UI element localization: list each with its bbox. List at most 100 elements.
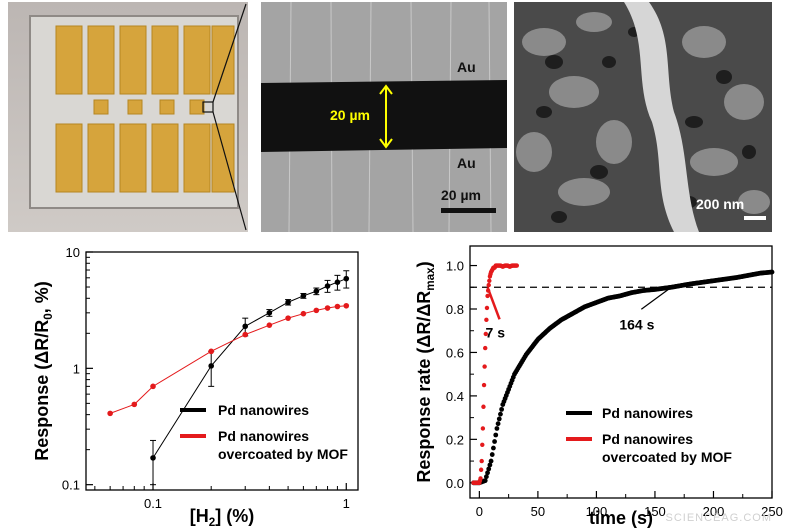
left-x-tick-label: 1 — [343, 496, 350, 511]
left-data-point — [266, 310, 273, 316]
right-black-point — [487, 462, 493, 468]
scale-label: 20 µm — [441, 187, 481, 203]
left-data-point — [242, 323, 249, 330]
right-legend-label: overcoated by MOF — [602, 449, 732, 465]
right-y-axis-label: Response rate (ΔR/ΔRmax) — [414, 261, 437, 482]
right-red-point — [487, 278, 492, 283]
right-red-point — [482, 364, 487, 369]
left-data-point — [266, 322, 273, 328]
right-red-point — [478, 467, 484, 472]
response-rate-vs-time-chart: 0 50 100 150 200 250 0.0 0.2 0.4 0.6 0.8 1.0 7 s 164… — [414, 245, 783, 528]
left-data-point — [343, 302, 350, 309]
sem-gap-image: Au Au 20 µm 20 µm — [261, 2, 507, 232]
left-data-point — [242, 331, 249, 338]
left-x-axis-label: [H2] (%) — [190, 506, 255, 529]
left-data-point — [150, 383, 156, 390]
left-data-point — [131, 401, 138, 408]
right-legend: Pd nanowires Pd nanowires overcoated by MO… — [566, 405, 732, 465]
right-black-point — [496, 416, 502, 422]
sem-mof-image: 200 nm — [514, 2, 772, 232]
sem2-scale-bar — [744, 216, 766, 220]
left-data-point — [285, 299, 291, 306]
left-data-point — [334, 303, 341, 310]
right-x-tick-label: 150 — [644, 504, 666, 519]
left-y-tick-label: 0.1 — [62, 478, 80, 493]
left-data-point — [208, 348, 214, 355]
annotation-164s-label: 164 s — [619, 316, 654, 332]
right-black-point — [492, 439, 497, 444]
right-x-tick-label: 50 — [531, 504, 545, 519]
sem2-scale-label: 200 nm — [696, 196, 744, 212]
gap-width-label: 20 µm — [330, 107, 370, 123]
right-plot-series — [471, 263, 775, 486]
left-legend-label: overcoated by MOF — [218, 446, 348, 462]
right-legend-label: Pd nanowires — [602, 405, 693, 421]
right-red-point — [481, 404, 486, 409]
left-series-line — [109, 305, 347, 414]
right-red-point — [478, 476, 483, 481]
right-black-point — [494, 426, 500, 431]
au-top-label: Au — [457, 59, 476, 75]
right-black-point — [489, 452, 495, 457]
right-axis-ticks: 0 50 100 150 200 250 0.0 0.2 0.4 0.6 0.8 1.0 — [446, 259, 783, 519]
right-black-point — [488, 458, 494, 464]
zoom-box — [202, 101, 214, 113]
right-black-point — [485, 470, 490, 476]
au-bottom-label: Au — [457, 155, 476, 171]
right-red-point — [486, 282, 491, 288]
device-photo — [8, 2, 248, 232]
annotation-7s-label: 7 s — [486, 324, 506, 340]
right-black-point — [769, 269, 775, 275]
right-red-point — [485, 293, 490, 299]
gold-electrodes — [55, 25, 235, 193]
right-y-tick-label: 1.0 — [446, 259, 464, 274]
right-black-point — [482, 478, 488, 484]
right-x-axis-label: time (s) — [589, 508, 653, 528]
right-y-tick-label: 0.4 — [446, 389, 464, 404]
left-data-point — [300, 293, 307, 299]
right-y-tick-label: 0.0 — [446, 476, 464, 491]
watermark: SCIENCEAG.COM — [665, 512, 772, 524]
right-red-point — [483, 345, 488, 351]
right-legend-label: Pd nanowires — [602, 431, 693, 447]
left-data-point — [343, 275, 350, 282]
left-data-point — [334, 279, 341, 286]
left-x-tick-label: 0.1 — [144, 496, 162, 511]
right-black-point — [483, 474, 489, 480]
left-data-point — [107, 410, 113, 417]
right-black-point — [491, 445, 496, 451]
left-plot-frame — [85, 251, 359, 491]
right-y-tick-label: 0.2 — [446, 432, 464, 447]
left-legend: Pd nanowires Pd nanowires overcoated by MO… — [180, 402, 348, 462]
wire-ridge — [624, 2, 699, 232]
right-red-point — [514, 263, 520, 268]
left-series-line — [152, 278, 347, 459]
right-y-tick-label: 0.8 — [446, 302, 464, 317]
right-black-point — [493, 432, 499, 438]
right-x-tick-label: 250 — [761, 504, 783, 519]
right-black-point — [495, 421, 501, 427]
right-annotations: 7 s 164 s — [486, 286, 672, 340]
left-y-tick-label: 10 — [66, 245, 80, 260]
annotation-164s-pointer — [640, 286, 672, 310]
left-data-point — [313, 288, 320, 295]
left-data-point — [324, 305, 331, 311]
right-red-point — [484, 305, 490, 311]
left-data-point — [300, 310, 307, 317]
right-red-point — [483, 331, 489, 337]
left-y-tick-label: 1 — [73, 361, 80, 376]
right-red-point — [479, 458, 484, 464]
left-data-point — [208, 363, 214, 369]
sem-mof-drawing: 200 nm — [514, 2, 772, 232]
right-red-point — [484, 317, 489, 323]
right-plot-frame — [469, 245, 773, 499]
right-red-point — [480, 426, 486, 431]
left-data-point — [313, 307, 320, 314]
left-data-point — [324, 283, 331, 289]
right-y-tick-label: 0.6 — [446, 345, 464, 360]
left-legend-label: Pd nanowires — [218, 402, 309, 418]
right-black-point — [486, 466, 492, 472]
left-data-point — [150, 455, 156, 461]
left-axis-ticks: 0.1 1 0.1 1 10 — [62, 245, 350, 511]
right-red-point — [480, 442, 485, 447]
